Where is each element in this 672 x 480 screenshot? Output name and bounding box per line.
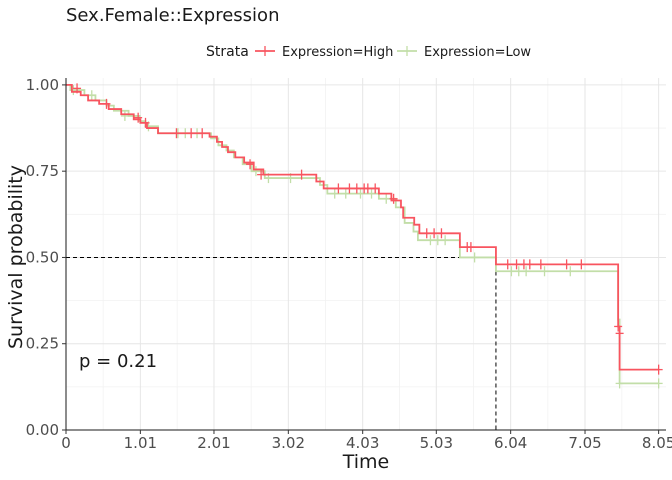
censor-mark-expression-high (246, 159, 255, 170)
axes: 0 1.01 2.01 3.02 4.03 5.03 6.04 7.05 8.05 0.00 0.2… (26, 76, 672, 452)
censor-mark-expression-low (87, 90, 96, 101)
censor-mark-expression-high (257, 169, 266, 180)
legend-item: Expression=High (255, 45, 393, 60)
y-tick-label: 0.50 (26, 248, 59, 266)
censor-mark-expression-low (566, 266, 575, 277)
y-tick-label: 0.25 (26, 335, 59, 353)
censor-mark-expression-low (615, 378, 624, 389)
censor-mark-expression-low (356, 188, 365, 199)
y-tick-label: 1.00 (26, 76, 59, 94)
x-tick-label: 1.01 (124, 434, 157, 452)
censor-mark-expression-high (134, 112, 143, 123)
censor-mark-expression-low (514, 266, 523, 277)
series-line-expression-high (66, 84, 659, 371)
censor-mark-expression-high (615, 328, 624, 339)
censor-mark-expression-low (382, 193, 391, 204)
legend-label: Expression=Low (424, 45, 531, 60)
censor-mark-expression-low (470, 252, 479, 263)
censor-mark-expression-low (330, 188, 339, 199)
chart-title: Sex.Female::Expression (66, 5, 279, 26)
legend: Strata Expression=High Expression=Low (206, 44, 531, 60)
x-tick-label: 5.03 (420, 434, 453, 452)
censor-mark-expression-low (367, 188, 376, 199)
censor-mark-expression-high (466, 242, 475, 253)
censor-mark-expression-high (562, 259, 571, 270)
legend-item: Expression=Low (397, 45, 531, 60)
censor-mark-expression-low (654, 378, 663, 389)
x-tick-label: 7.05 (568, 434, 601, 452)
x-tick-label: 0 (61, 434, 71, 452)
x-tick-label: 2.01 (197, 434, 230, 452)
x-tick-label: 8.05 (642, 434, 672, 452)
legend-title: Strata (206, 44, 249, 60)
censor-mark-expression-low (433, 235, 442, 246)
x-axis-title: Time (342, 451, 390, 473)
censor-mark-expression-high (172, 128, 181, 139)
censor-mark-expression-high (577, 259, 586, 270)
censor-mark-expression-low (507, 266, 516, 277)
censor-mark-expression-high (102, 98, 111, 109)
legend-label: Expression=High (282, 45, 393, 60)
censor-mark-expression-high (73, 83, 82, 94)
censor-mark-expression-high (525, 259, 534, 270)
censor-mark-expression-high (187, 128, 196, 139)
censor-mark-expression-high (297, 169, 306, 180)
censor-mark-expression-high (437, 228, 446, 239)
x-tick-label: 6.04 (494, 434, 527, 452)
censor-mark-expression-high (422, 228, 431, 239)
censor-mark-expression-low (522, 266, 531, 277)
censor-mark-expression-high (512, 259, 521, 270)
censor-mark-expression-high (345, 183, 354, 194)
y-tick-label: 0.00 (26, 421, 59, 439)
censor-mark-expression-low (540, 266, 549, 277)
censor-mark-expression-low (251, 166, 260, 177)
y-tick-label: 0.75 (26, 162, 59, 180)
grid (65, 78, 666, 431)
censor-mark-expression-low (426, 235, 435, 246)
median-reference-lines (66, 256, 497, 430)
censor-mark-expression-high (614, 321, 623, 332)
y-axis-title: Survival probability (5, 165, 27, 349)
censor-mark-expression-high (371, 183, 380, 194)
censor-mark-expression-high (389, 193, 398, 204)
censor-mark-expression-low (69, 85, 78, 96)
censor-mark-expression-high (430, 228, 439, 239)
censor-mark-expression-low (341, 188, 350, 199)
series-line-expression-low (66, 84, 659, 385)
censor-mark-expression-high (141, 117, 150, 128)
series-layer (66, 83, 663, 389)
censor-mark-expression-low (120, 110, 129, 121)
x-tick-label: 3.02 (272, 434, 305, 452)
censor-mark-expression-high (536, 259, 545, 270)
censor-mark-expression-high (503, 259, 512, 270)
censor-mark-expression-high (363, 183, 372, 194)
censor-mark-expression-high (654, 364, 663, 375)
x-tick-label: 4.03 (346, 434, 379, 452)
censor-mark-expression-high (198, 128, 207, 139)
censor-mark-expression-high (352, 183, 361, 194)
p-value-annotation: p = 0.21 (79, 351, 157, 372)
censor-mark-expression-high (334, 183, 343, 194)
censor-mark-expression-low (441, 235, 450, 246)
